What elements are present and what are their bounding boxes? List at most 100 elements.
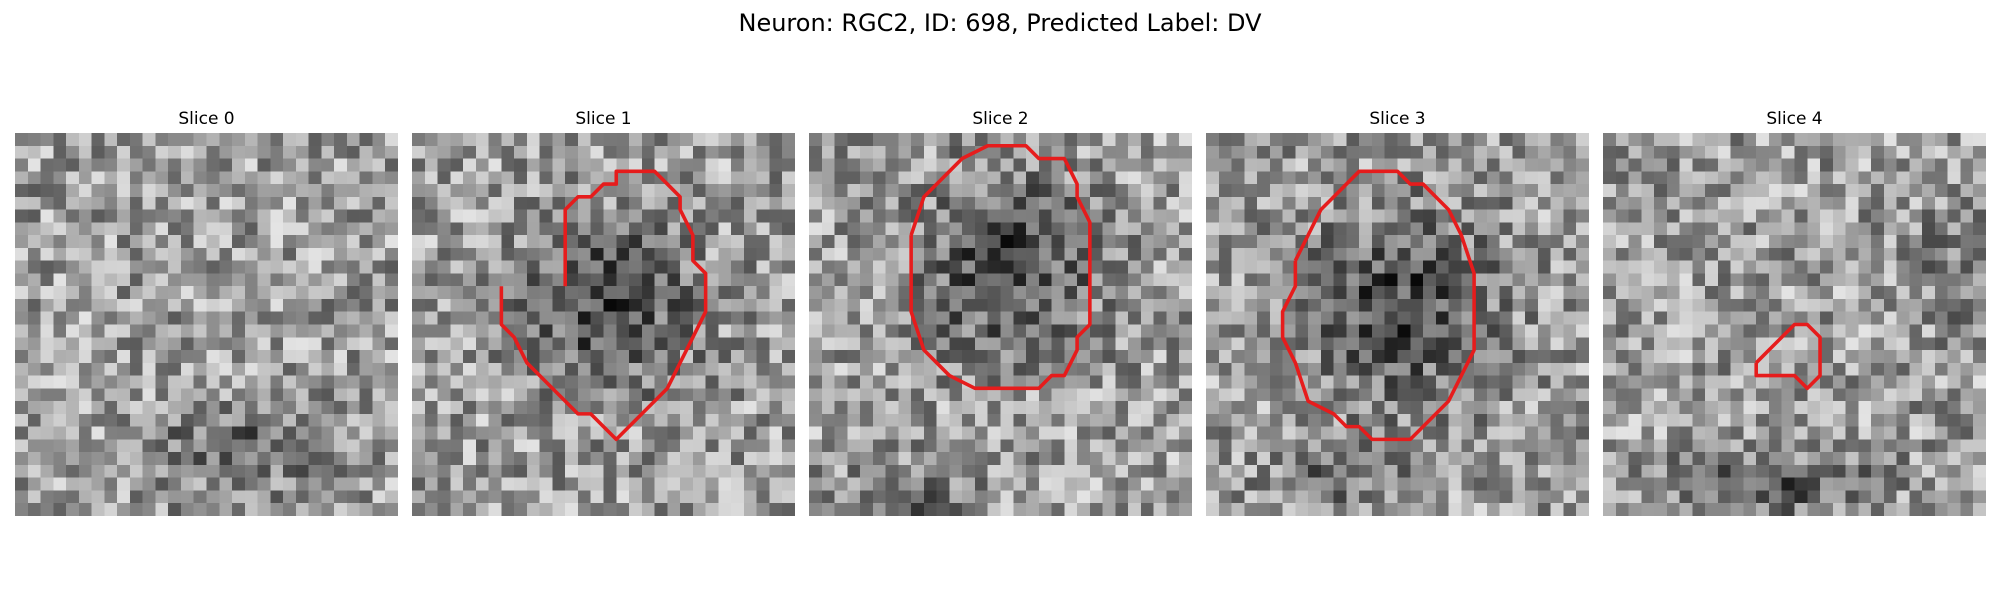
pixel bbox=[1832, 273, 1846, 287]
pixel bbox=[104, 324, 118, 338]
pixel bbox=[450, 298, 464, 312]
pixel bbox=[1858, 158, 1872, 172]
pixel bbox=[1781, 298, 1795, 312]
pixel bbox=[782, 388, 795, 402]
pixel bbox=[1371, 158, 1385, 172]
pixel bbox=[705, 222, 719, 236]
pixel bbox=[1641, 375, 1655, 389]
pixel bbox=[718, 477, 732, 491]
pixel bbox=[911, 235, 925, 249]
pixel bbox=[1166, 337, 1180, 351]
pixel bbox=[692, 158, 706, 172]
pixel bbox=[1231, 388, 1245, 402]
pixel bbox=[219, 324, 233, 338]
pixel bbox=[1705, 209, 1719, 223]
pixel bbox=[1257, 235, 1271, 249]
pixel bbox=[1628, 477, 1642, 491]
pixel bbox=[923, 388, 937, 402]
pixel bbox=[1832, 286, 1846, 300]
pixel bbox=[1525, 209, 1539, 223]
pixel bbox=[718, 158, 732, 172]
pixel bbox=[27, 260, 41, 274]
pixel bbox=[565, 273, 579, 287]
pixel bbox=[385, 222, 398, 236]
pixel bbox=[1934, 464, 1948, 478]
pixel bbox=[1550, 286, 1564, 300]
pixel bbox=[295, 158, 309, 172]
pixel bbox=[1231, 209, 1245, 223]
pixel bbox=[1410, 503, 1424, 516]
pixel bbox=[872, 375, 886, 389]
pixel bbox=[1166, 222, 1180, 236]
pixel bbox=[412, 171, 426, 185]
pixel bbox=[1832, 298, 1846, 312]
pixel bbox=[782, 337, 795, 351]
pixel bbox=[437, 439, 451, 453]
pixel bbox=[463, 324, 477, 338]
pixel bbox=[501, 362, 515, 376]
pixel bbox=[1410, 222, 1424, 236]
pixel bbox=[1179, 235, 1192, 249]
pixel bbox=[1717, 439, 1731, 453]
pixel bbox=[847, 452, 861, 466]
pixel bbox=[321, 490, 335, 504]
pixel bbox=[1089, 350, 1103, 364]
pixel bbox=[1832, 426, 1846, 440]
pixel bbox=[1947, 209, 1961, 223]
pixel bbox=[1768, 324, 1782, 338]
pixel bbox=[283, 477, 297, 491]
pixel bbox=[1768, 503, 1782, 516]
pixel bbox=[117, 311, 131, 325]
pixel bbox=[1820, 490, 1834, 504]
pixel bbox=[1257, 209, 1271, 223]
pixel bbox=[359, 260, 373, 274]
pixel bbox=[424, 158, 438, 172]
pixel bbox=[834, 286, 848, 300]
pixel bbox=[424, 375, 438, 389]
pixel bbox=[104, 286, 118, 300]
pixel bbox=[847, 362, 861, 376]
pixel bbox=[104, 145, 118, 159]
pixel bbox=[1756, 222, 1770, 236]
pixel bbox=[117, 298, 131, 312]
pixel bbox=[142, 464, 156, 478]
pixel bbox=[129, 426, 143, 440]
pixel bbox=[1666, 490, 1680, 504]
pixel bbox=[1820, 196, 1834, 210]
pixel bbox=[1077, 464, 1091, 478]
pixel bbox=[692, 196, 706, 210]
pixel bbox=[577, 145, 591, 159]
pixel bbox=[654, 273, 668, 287]
pixel bbox=[1947, 286, 1961, 300]
pixel bbox=[1832, 362, 1846, 376]
pixel bbox=[718, 350, 732, 364]
pixel bbox=[1371, 426, 1385, 440]
pixel bbox=[257, 260, 271, 274]
pixel bbox=[1166, 311, 1180, 325]
pixel bbox=[1603, 298, 1617, 312]
pixel bbox=[437, 145, 451, 159]
pixel bbox=[1461, 452, 1475, 466]
pixel bbox=[1115, 222, 1129, 236]
pixel bbox=[1153, 133, 1167, 147]
pixel bbox=[1934, 337, 1948, 351]
pixel bbox=[1435, 158, 1449, 172]
pixel bbox=[641, 209, 655, 223]
pixel bbox=[1499, 477, 1513, 491]
pixel bbox=[1397, 324, 1411, 338]
pixel bbox=[718, 298, 732, 312]
pixel bbox=[1346, 503, 1360, 516]
pixel bbox=[1486, 145, 1500, 159]
pixel bbox=[1550, 439, 1564, 453]
pixel bbox=[257, 273, 271, 287]
pixel bbox=[860, 375, 874, 389]
pixel bbox=[629, 260, 643, 274]
pixel bbox=[514, 401, 528, 415]
pixel bbox=[1922, 247, 1936, 261]
pixel bbox=[1064, 273, 1078, 287]
pixel bbox=[1320, 426, 1334, 440]
pixel bbox=[923, 260, 937, 274]
pixel bbox=[847, 439, 861, 453]
pixel bbox=[987, 337, 1001, 351]
pixel bbox=[1896, 311, 1910, 325]
